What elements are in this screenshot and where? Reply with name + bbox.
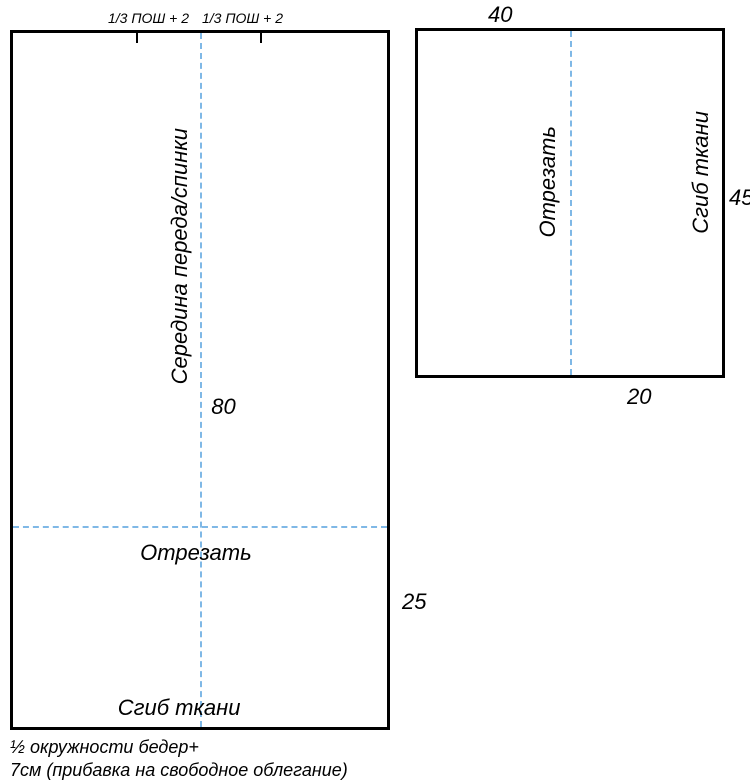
fold-label-right: Сгиб ткани <box>688 111 714 234</box>
center-front-back-label: Середина переда/спинки <box>167 128 193 384</box>
hip-caption: ½ окружности бедер+ 7см (прибавка на сво… <box>10 736 348 781</box>
tick-label: 1/3 ПОШ + 2 <box>202 10 283 26</box>
lower-height-dimension: 25 <box>402 589 426 615</box>
right-pattern-panel: Отрезать Сгиб ткани <box>415 28 725 378</box>
top-width-dimension: 40 <box>488 2 512 28</box>
left-center-dash <box>200 33 202 727</box>
caption-line: 7см (прибавка на свободное облегание) <box>10 759 348 782</box>
right-height-dimension: 45 <box>729 185 750 211</box>
tick-label: 1/3 ПОШ + 2 <box>108 10 189 26</box>
bottom-half-dimension: 20 <box>627 384 651 410</box>
right-center-dash <box>570 31 572 375</box>
tick-mark <box>260 31 262 43</box>
cut-label-horizontal: Отрезать <box>140 540 252 566</box>
fold-label-bottom: Сгиб ткани <box>118 695 241 721</box>
height-dimension: 80 <box>211 394 235 420</box>
left-horizontal-dash <box>13 526 387 528</box>
left-pattern-panel: Середина переда/спинки 80 Отрезать Сгиб … <box>10 30 390 730</box>
tick-mark <box>136 31 138 43</box>
cut-label-vertical: Отрезать <box>535 126 561 238</box>
caption-line: ½ окружности бедер+ <box>10 736 348 759</box>
